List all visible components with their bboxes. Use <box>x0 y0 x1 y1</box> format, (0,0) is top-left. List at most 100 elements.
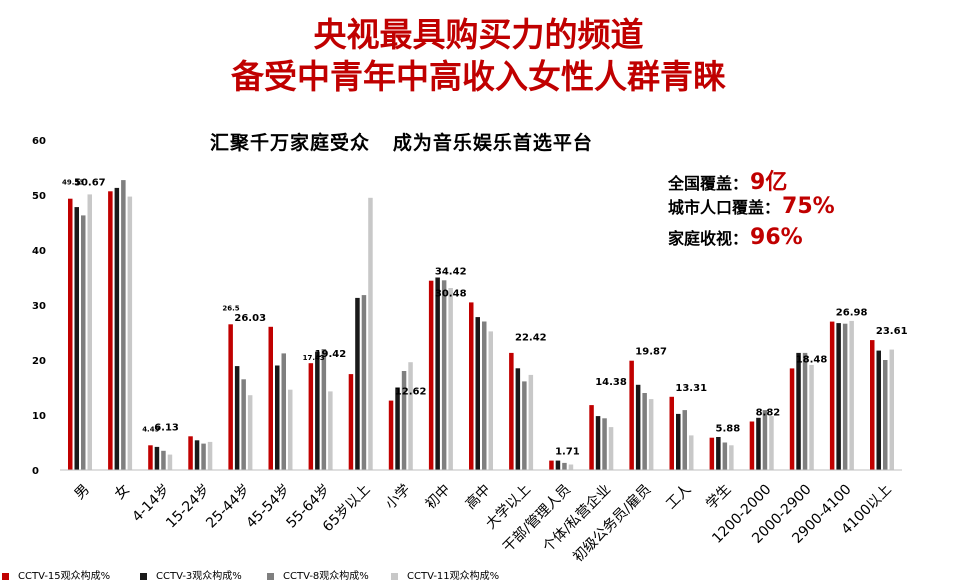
bar <box>328 391 333 470</box>
y-tick-label: 30 <box>32 301 46 312</box>
bar <box>568 464 574 470</box>
data-label: 22.42 <box>515 333 547 344</box>
bar <box>81 215 86 470</box>
category-label: 15-24岁 <box>163 482 213 532</box>
bar <box>716 437 721 470</box>
bar <box>836 323 841 470</box>
bar <box>669 396 674 470</box>
bar <box>154 446 160 470</box>
bar <box>469 302 474 470</box>
legend-label: CCTV-11观众构成% <box>407 571 500 582</box>
bar <box>435 277 440 470</box>
bar <box>629 360 634 470</box>
stat-national-coverage: 全国覆盖：9亿 <box>668 164 787 196</box>
bar <box>148 445 153 470</box>
stat-household-viewing: 家庭收视：96% <box>668 225 803 250</box>
bar <box>68 198 73 470</box>
bar <box>809 364 814 470</box>
data-label: 1.71 <box>555 447 580 458</box>
bar <box>515 368 521 471</box>
y-tick-label: 10 <box>32 411 46 422</box>
legend-label: CCTV-3观众构成% <box>156 571 242 582</box>
bar <box>241 379 246 471</box>
bar <box>268 326 273 470</box>
bar <box>749 421 755 470</box>
legend-label: CCTV-15观众构成% <box>18 571 111 582</box>
bar <box>889 349 894 470</box>
data-label: 49.33 <box>62 179 84 187</box>
data-label: 14.38 <box>595 377 627 388</box>
data-label: 8.82 <box>756 408 781 419</box>
bar <box>288 389 293 470</box>
category-label: 个体/私营企业 <box>539 481 614 556</box>
bar <box>161 450 166 471</box>
bar <box>207 441 213 470</box>
bar <box>315 351 320 471</box>
data-label: 6.13 <box>154 422 179 433</box>
bar <box>509 352 514 470</box>
data-label: 19.87 <box>635 347 667 358</box>
bar <box>555 460 561 470</box>
bar <box>74 207 79 470</box>
bar <box>676 413 681 470</box>
bar <box>528 374 534 470</box>
data-label: 23.61 <box>876 326 908 337</box>
bar <box>308 363 314 470</box>
legend-label: CCTV-8观众构成% <box>283 571 369 582</box>
stat-urban-coverage: 城市人口覆盖：75% <box>668 194 835 219</box>
bar <box>682 410 687 470</box>
data-label: 34.42 <box>435 267 467 278</box>
data-label: 17.43 <box>303 354 325 362</box>
y-tick-label: 50 <box>32 191 46 202</box>
legend: CCTV-15观众构成% CCTV-3观众构成% CCTV-8观众构成% CCT… <box>0 565 957 583</box>
stat-value: 96% <box>750 225 803 250</box>
legend-item-cctv3: CCTV-3观众构成% <box>140 567 242 582</box>
bar <box>522 381 527 470</box>
category-label: 男 <box>72 482 93 503</box>
bar <box>796 352 801 470</box>
bar <box>395 387 400 470</box>
bar <box>789 368 795 470</box>
bar <box>642 393 647 470</box>
bar <box>234 366 240 470</box>
bar <box>275 365 280 470</box>
bar <box>883 360 888 470</box>
stat-label: 家庭收视： <box>668 229 749 248</box>
bar <box>368 197 373 471</box>
category-label: 初中 <box>422 481 454 513</box>
bar <box>408 362 413 470</box>
bar <box>127 196 133 470</box>
bar <box>475 317 480 470</box>
bar <box>188 436 193 470</box>
bar <box>722 442 728 470</box>
y-tick-label: 0 <box>32 466 39 477</box>
bar <box>729 445 734 471</box>
title-line-1: 央视最具购买力的频道 <box>313 15 644 54</box>
bar <box>602 418 607 470</box>
data-label: 12.62 <box>395 387 427 398</box>
category-label: 女 <box>111 481 133 503</box>
y-tick-label: 60 <box>32 136 46 147</box>
bar <box>228 324 233 471</box>
bar <box>549 460 554 470</box>
bar <box>762 410 768 470</box>
bar <box>635 384 641 471</box>
data-label: 13.31 <box>675 383 707 394</box>
bar <box>709 437 715 470</box>
stat-value: 9亿 <box>750 170 788 195</box>
bar <box>87 194 92 470</box>
bar <box>201 443 206 470</box>
bar <box>167 454 173 470</box>
bar <box>121 180 126 470</box>
legend-swatch <box>267 572 274 580</box>
data-label: 30.48 <box>435 288 467 299</box>
stat-label: 城市人口覆盖： <box>668 198 781 217</box>
subtitle: 汇聚千万家庭受众 成为音乐娱乐首选平台 <box>210 132 593 154</box>
bar <box>428 280 434 470</box>
bar <box>361 295 367 470</box>
bar <box>482 321 487 470</box>
bar <box>108 191 113 471</box>
stat-label: 全国覆盖： <box>668 174 749 193</box>
bar <box>756 417 761 471</box>
